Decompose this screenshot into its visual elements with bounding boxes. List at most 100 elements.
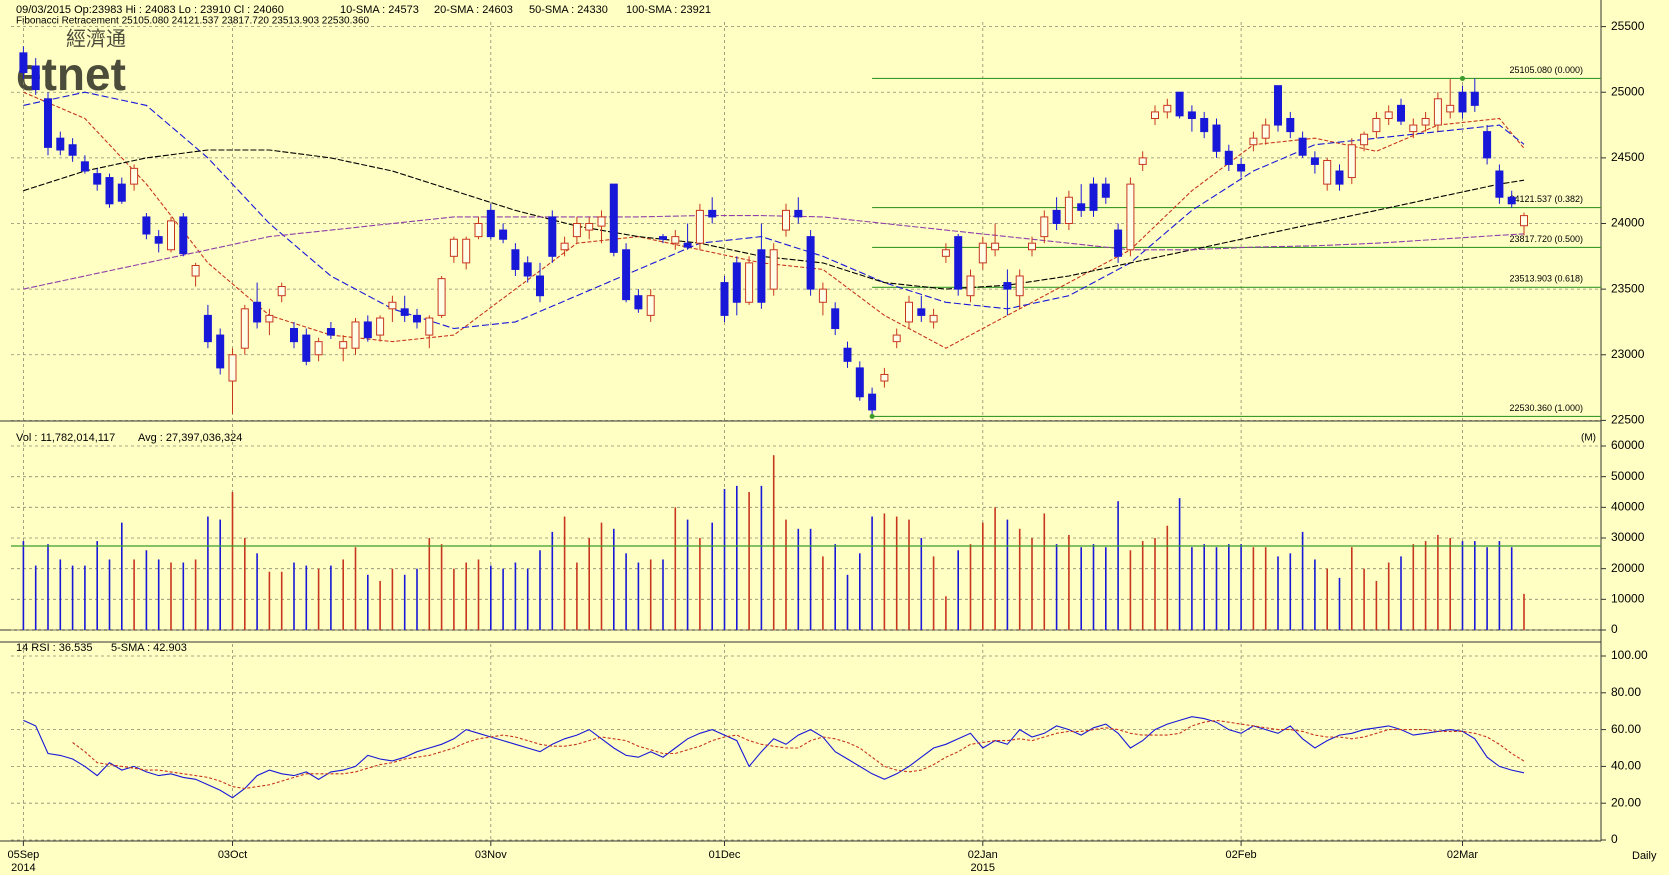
volume-bar bbox=[809, 528, 812, 630]
volume-bar bbox=[84, 565, 86, 630]
candle-body bbox=[1200, 117, 1209, 133]
candle-body bbox=[130, 167, 139, 185]
candle-body bbox=[31, 65, 40, 91]
volume-bar bbox=[256, 553, 258, 630]
candle-body bbox=[806, 236, 815, 290]
volume-bar bbox=[207, 516, 209, 630]
candle-body bbox=[1458, 91, 1467, 113]
y-tick-label: 30000 bbox=[1611, 530, 1645, 544]
y-tick-label: 23000 bbox=[1611, 347, 1645, 361]
fibonacci-anchor bbox=[869, 413, 875, 419]
candle-body bbox=[954, 236, 963, 290]
volume-bar bbox=[613, 528, 615, 630]
candle-body bbox=[1470, 91, 1479, 106]
volume-bar bbox=[1277, 556, 1279, 630]
candle-body bbox=[659, 236, 667, 240]
volume-bar bbox=[736, 485, 738, 630]
candle-body bbox=[929, 314, 938, 323]
candle-body bbox=[216, 334, 225, 369]
candle-body bbox=[720, 282, 729, 316]
x-tick-label: 05Sep bbox=[7, 849, 39, 861]
price-info: 09/03/2015 Op:23983 Hi : 24083 Lo : 2391… bbox=[16, 4, 284, 16]
volume-bar bbox=[1424, 541, 1427, 630]
candle-body bbox=[941, 249, 950, 257]
fibonacci-label: 23817.720 (0.500) bbox=[1509, 234, 1583, 244]
legend-entry: 14 RSI : 36.535 bbox=[16, 642, 92, 654]
candle-body bbox=[1433, 98, 1442, 126]
line-series bbox=[23, 716, 1525, 799]
fibonacci-label: 24121.537 (0.382) bbox=[1509, 194, 1583, 204]
volume-bar bbox=[526, 568, 529, 630]
volume-bar bbox=[354, 547, 357, 630]
volume-bar bbox=[1449, 538, 1451, 630]
candle-body bbox=[1224, 150, 1233, 165]
volume-bar bbox=[834, 544, 836, 630]
candle-body bbox=[1028, 242, 1036, 251]
candle-body bbox=[1446, 104, 1455, 113]
y-tick-label: 0 bbox=[1611, 832, 1618, 846]
volume-bar bbox=[71, 565, 74, 630]
volume-bar bbox=[1080, 547, 1082, 630]
candle-body bbox=[154, 236, 163, 244]
candle-body bbox=[769, 249, 778, 290]
candle-body bbox=[597, 216, 606, 227]
candle-body bbox=[1397, 104, 1405, 122]
x-tick-label: 03Nov bbox=[475, 849, 507, 861]
x-tick-year: 2014 bbox=[11, 862, 35, 874]
line-series bbox=[23, 149, 1525, 290]
candle-body bbox=[449, 238, 458, 257]
candle-body bbox=[794, 209, 803, 218]
volume-bar bbox=[1215, 547, 1218, 630]
legend-entry: 50-SMA : 24330 bbox=[529, 4, 608, 16]
candle-body bbox=[1114, 229, 1123, 257]
volume-bar bbox=[945, 596, 947, 630]
candle-body bbox=[142, 216, 151, 235]
y-tick-label: 24000 bbox=[1611, 216, 1645, 230]
volume-bar bbox=[822, 556, 824, 630]
candle-body bbox=[634, 295, 643, 310]
candle-body bbox=[1040, 216, 1049, 238]
candle-body bbox=[818, 288, 827, 303]
candle-body bbox=[191, 265, 200, 277]
average-legend: Avg : 27,397,036,324 bbox=[138, 432, 242, 444]
volume-bar bbox=[59, 559, 62, 630]
volume-bar bbox=[477, 559, 480, 630]
candle-body bbox=[622, 249, 631, 301]
volume-legend: Vol : 11,782,014,117 bbox=[16, 432, 115, 444]
candle-body bbox=[167, 220, 175, 251]
volume-bar bbox=[379, 580, 381, 630]
volume-bar bbox=[908, 519, 910, 630]
candle-body bbox=[683, 242, 692, 248]
y-tick-label: 20000 bbox=[1611, 561, 1645, 575]
fibonacci-label: 25105.080 (0.000) bbox=[1509, 65, 1583, 75]
candle-body bbox=[277, 286, 286, 297]
candle-body bbox=[1286, 117, 1295, 133]
candle-body bbox=[1089, 183, 1098, 211]
candle-body bbox=[1003, 282, 1012, 290]
volume-bar bbox=[1068, 534, 1070, 630]
candle-body bbox=[1360, 133, 1369, 146]
volume-bar bbox=[1437, 534, 1439, 630]
y-tick-label: 50000 bbox=[1611, 469, 1645, 483]
candle-body bbox=[253, 301, 262, 323]
candle-body bbox=[179, 216, 188, 255]
line-series bbox=[23, 91, 1525, 349]
volume-bar bbox=[219, 519, 221, 630]
candle-body bbox=[1151, 111, 1159, 119]
candle-body bbox=[523, 262, 532, 277]
volume-bar bbox=[108, 559, 111, 630]
volume-bar bbox=[760, 485, 763, 630]
x-tick-label: 02Mar bbox=[1447, 849, 1479, 861]
y-tick-label: 22500 bbox=[1611, 413, 1645, 427]
candle-body bbox=[1483, 131, 1492, 159]
volume-bar bbox=[686, 519, 689, 630]
candle-body bbox=[868, 393, 877, 411]
watermark: 經濟通 bbox=[66, 27, 126, 50]
y-tick-label: 60000 bbox=[1611, 438, 1645, 452]
volume-bar bbox=[1474, 541, 1476, 630]
candle-body bbox=[462, 238, 471, 264]
candle-body bbox=[1212, 124, 1221, 152]
volume-bar bbox=[330, 565, 332, 630]
